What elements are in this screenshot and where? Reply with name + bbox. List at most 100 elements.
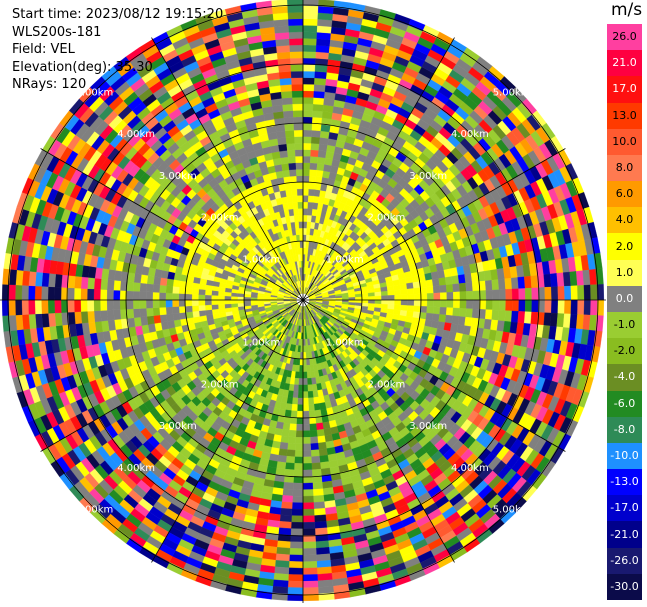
velocity-cell — [119, 290, 127, 301]
velocity-cell — [311, 455, 321, 464]
velocity-cell — [311, 462, 321, 470]
velocity-cell — [294, 456, 304, 464]
velocity-cell — [491, 309, 500, 321]
velocity-cell — [192, 310, 200, 318]
velocity-cell — [309, 169, 317, 177]
velocity-cell — [348, 297, 356, 301]
velocity-cell — [172, 293, 180, 301]
velocity-cell — [302, 182, 310, 190]
velocity-cell — [146, 315, 155, 325]
velocity-cell — [412, 281, 421, 289]
velocity-cell — [511, 310, 519, 323]
velocity-cell — [543, 312, 552, 327]
velocity-cell — [319, 461, 330, 470]
velocity-cell — [302, 443, 312, 451]
velocity-cell — [280, 435, 289, 444]
velocity-cell — [315, 45, 330, 53]
velocity-cell — [393, 304, 402, 311]
velocity-cell — [309, 429, 318, 438]
velocity-cell — [393, 289, 402, 296]
velocity-cell — [294, 443, 304, 451]
velocity-cell — [292, 390, 299, 399]
velocity-cell — [282, 488, 294, 497]
velocity-cell — [172, 306, 180, 314]
velocity-cell — [368, 296, 376, 301]
velocity-cell — [302, 391, 309, 399]
velocity-cell — [452, 307, 460, 317]
velocity-cell — [93, 277, 102, 290]
velocity-cell — [250, 299, 258, 303]
velocity-cell — [556, 313, 565, 328]
velocity-cell — [302, 221, 308, 229]
velocity-cell — [159, 284, 167, 293]
velocity-cell — [309, 162, 318, 171]
velocity-cell — [93, 288, 101, 301]
velocity-cell — [296, 410, 304, 418]
velocity-cell — [100, 289, 108, 301]
velocity-cell — [278, 527, 292, 536]
velocity-cell — [316, 38, 331, 47]
velocity-cell — [319, 137, 329, 146]
velocity-cell — [312, 110, 323, 118]
velocity-cell — [41, 313, 50, 328]
velocity-cell — [311, 136, 321, 145]
velocity-cell — [305, 358, 310, 366]
velocity-cell — [186, 317, 195, 325]
velocity-cell — [302, 528, 316, 536]
velocity-cell — [21, 299, 29, 315]
velocity-cell — [314, 521, 328, 529]
velocity-cell — [433, 292, 441, 301]
velocity-cell — [297, 391, 304, 399]
velocity-cell — [317, 441, 327, 450]
velocity-cell — [485, 289, 493, 301]
velocity-cell — [451, 275, 460, 285]
velocity-cell — [302, 378, 308, 386]
velocity-cell — [312, 488, 324, 497]
velocity-cell — [280, 508, 293, 516]
velocity-cell — [394, 294, 402, 301]
velocity-cell — [313, 495, 325, 503]
velocity-cell — [590, 284, 598, 301]
velocity-cell — [531, 287, 539, 301]
velocity-cell — [381, 295, 389, 301]
velocity-cell — [293, 384, 299, 392]
velocity-cell — [307, 397, 315, 405]
velocity-cell — [140, 316, 149, 326]
velocity-cell — [387, 299, 395, 305]
velocity-cell — [288, 561, 304, 569]
velocity-cell — [302, 554, 317, 562]
velocity-cell — [313, 84, 326, 92]
velocity-cell — [302, 404, 309, 412]
velocity-cell — [291, 515, 304, 523]
velocity-cell — [498, 310, 506, 322]
velocity-cell — [302, 508, 315, 517]
velocity-cell — [34, 285, 42, 301]
velocity-cell — [439, 284, 447, 293]
velocity-cell — [298, 371, 304, 379]
velocity-cell — [288, 429, 297, 438]
velocity-cell — [471, 308, 480, 319]
velocity-cell — [440, 299, 448, 308]
velocity-cell — [444, 276, 453, 286]
velocity-cell — [67, 275, 76, 289]
velocity-cell — [237, 296, 245, 301]
velocity-cell — [348, 294, 356, 298]
velocity-cell — [87, 277, 95, 290]
velocity-cell — [230, 296, 238, 301]
velocity-cell — [145, 299, 153, 309]
velocity-cell — [284, 409, 292, 418]
velocity-cell — [204, 299, 212, 306]
velocity-cell — [311, 377, 317, 385]
velocity-cell — [230, 299, 238, 304]
velocity-cell — [302, 208, 308, 216]
velocity-cell — [113, 289, 121, 301]
velocity-cell — [411, 275, 420, 283]
velocity-cell — [439, 307, 447, 316]
velocity-cell — [8, 284, 16, 301]
velocity-cell — [302, 162, 311, 170]
velocity-cell — [583, 299, 591, 316]
velocity-cell — [287, 580, 304, 588]
velocity-cell — [106, 279, 115, 291]
velocity-cell — [517, 276, 526, 289]
velocity-cell — [498, 289, 506, 301]
